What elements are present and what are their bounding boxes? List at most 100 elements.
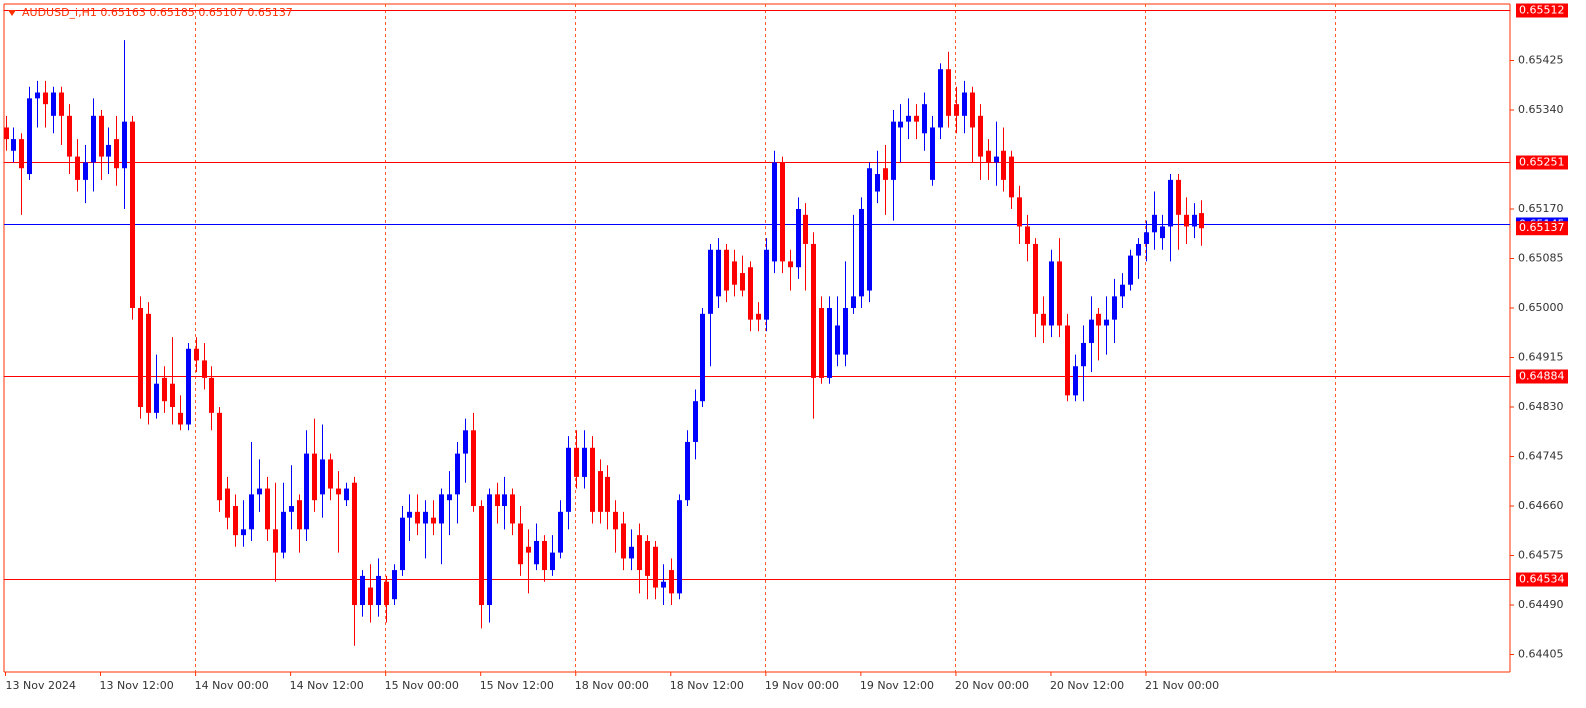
y-tick-label: 0.65000 (1518, 301, 1564, 314)
candle-body (542, 540, 547, 571)
candle-body (423, 511, 428, 524)
candle-body (209, 377, 214, 413)
candle-body (732, 261, 737, 285)
candle-body (225, 488, 230, 518)
candle-body (376, 575, 381, 606)
x-tick-label: 15 Nov 00:00 (385, 679, 459, 692)
candle-body (312, 453, 317, 501)
candle-body (994, 156, 999, 163)
candle-body (645, 540, 650, 576)
candle-body (51, 92, 56, 116)
candle-body (803, 214, 808, 244)
candle-body (1001, 150, 1006, 180)
candle-body (352, 482, 357, 606)
candle-body (875, 174, 880, 192)
candle-body (202, 360, 207, 378)
level-label: 0.64534 (1519, 573, 1565, 586)
level-label: 0.65512 (1519, 4, 1565, 17)
candle-body (471, 430, 476, 507)
candle-body (962, 92, 967, 116)
candle-body (637, 535, 642, 571)
candle-body (289, 506, 294, 512)
candle-body (764, 249, 769, 320)
candle-body (91, 115, 96, 163)
candle-body (400, 517, 405, 571)
candle-body (613, 511, 618, 530)
candle-body (439, 494, 444, 524)
candle-body (59, 92, 64, 116)
candle-body (914, 115, 919, 122)
candle-body (518, 523, 523, 565)
candle-body (27, 98, 32, 175)
x-tick-label: 13 Nov 12:00 (100, 679, 174, 692)
current-price-label: 0.65137 (1519, 221, 1565, 234)
candle-body (11, 139, 16, 151)
candle-body (487, 494, 492, 606)
candle-body (1128, 255, 1133, 285)
candle-body (740, 273, 745, 291)
candle-body (534, 540, 539, 565)
candle-body (241, 529, 246, 536)
candle-body (756, 313, 761, 320)
candle-body (1033, 243, 1038, 314)
x-tick-label: 15 Nov 12:00 (480, 679, 554, 692)
y-tick-label: 0.64405 (1518, 648, 1564, 661)
candle-body (1065, 325, 1070, 396)
candle-body (780, 162, 785, 262)
candle-body (297, 500, 302, 530)
candle-body (1160, 226, 1165, 239)
candle-body (946, 69, 951, 116)
candle-body (1096, 313, 1101, 326)
candle-body (653, 546, 658, 588)
x-tick-label: 18 Nov 00:00 (575, 679, 649, 692)
candle-body (431, 517, 436, 524)
y-tick-label: 0.64830 (1518, 400, 1564, 413)
candle-body (273, 529, 278, 553)
candle-body (186, 348, 191, 425)
candle-body (35, 92, 40, 99)
candle-body (788, 261, 793, 268)
candle-body (1152, 214, 1157, 233)
candle-body (392, 570, 397, 600)
y-tick-label: 0.65340 (1518, 103, 1564, 116)
candle-body (217, 412, 222, 501)
candle-body (843, 308, 848, 355)
candle-body (1049, 261, 1054, 326)
x-tick-label: 13 Nov 2024 (6, 679, 76, 692)
candle-body (360, 575, 365, 606)
candle-body (154, 383, 159, 413)
candle-body (574, 447, 579, 477)
candle-body (867, 168, 872, 291)
x-tick-label: 14 Nov 12:00 (290, 679, 364, 692)
candle-body (677, 500, 682, 594)
candle-body (344, 488, 349, 501)
candle-body (384, 581, 389, 606)
candle-body (1041, 313, 1046, 326)
candle-body (194, 348, 199, 361)
y-tick-label: 0.64915 (1518, 351, 1564, 364)
candle-body (336, 488, 341, 495)
candle-body (669, 570, 674, 594)
candle-body (772, 162, 777, 262)
axes: 0.65425 0.65340 0.65170 0.65085 0.65000 0.649… (5, 53, 1564, 692)
current-price-box (1516, 221, 1568, 236)
y-tick-label: 0.64490 (1518, 598, 1564, 611)
candle-body (1144, 232, 1149, 244)
x-tick-label: 18 Nov 12:00 (670, 679, 744, 692)
candle-body (811, 243, 816, 378)
x-tick-label: 19 Nov 00:00 (765, 679, 839, 692)
candle-body (954, 104, 959, 116)
candle-body (566, 447, 571, 512)
candle-body (708, 249, 713, 314)
level-label: 0.64884 (1519, 370, 1565, 383)
x-tick-label: 21 Nov 00:00 (1145, 679, 1219, 692)
level-label-box (1516, 155, 1568, 170)
candle-body (748, 267, 753, 320)
candles (4, 40, 1204, 646)
candle-body (106, 144, 111, 157)
candle-body (598, 471, 603, 512)
candle-body (463, 430, 468, 454)
candle-body (1057, 261, 1062, 326)
